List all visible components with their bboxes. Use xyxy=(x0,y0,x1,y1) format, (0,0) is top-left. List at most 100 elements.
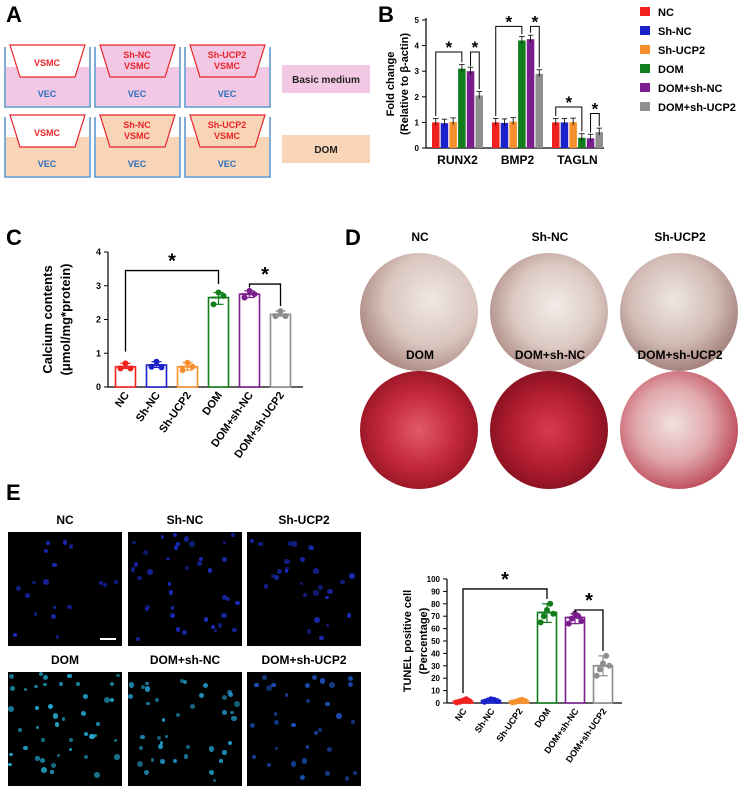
b-sig-bmp2-1 xyxy=(495,25,523,116)
micro-image-0 xyxy=(8,532,122,646)
row1-vec-label-0: VEC xyxy=(38,89,57,99)
e-point-5-0 xyxy=(593,672,600,679)
nucleus-dot xyxy=(189,541,196,547)
row2-insert-label-0: VSMC xyxy=(34,128,61,138)
nucleus-dot xyxy=(263,584,269,589)
b-bar-RUNX2-3 xyxy=(458,68,466,148)
c-point-5-0 xyxy=(272,313,279,320)
nucleus-dot xyxy=(25,592,31,598)
row2-well-1 xyxy=(94,117,181,178)
micro-label-4: DOM+sh-NC xyxy=(149,653,221,667)
e-point-3-3 xyxy=(547,600,554,607)
row2-vec-label-1: VEC xyxy=(128,159,147,169)
c-point-3-0 xyxy=(210,301,217,308)
b-y-label: Fold change xyxy=(385,52,397,117)
nucleus-dot xyxy=(284,569,289,573)
b-sig-runx2-2-star: * xyxy=(472,38,479,57)
c-sig-star-1: * xyxy=(261,264,269,286)
nucleus-dot xyxy=(43,548,49,554)
b-bar-BMP2-1 xyxy=(500,122,509,148)
nucleus-dot xyxy=(80,710,87,717)
nucleus-dot xyxy=(35,725,39,729)
e-y-label: TUNEL positive cell xyxy=(402,590,414,693)
nucleus-dot xyxy=(144,605,150,611)
nucleus-dot xyxy=(8,673,14,679)
nucleus-dot xyxy=(183,535,190,542)
nucleus-dot xyxy=(234,600,240,606)
c-sig-star-0: * xyxy=(168,251,176,273)
chart-c-calcium-contents: 0 1 2 3 4 Calcium contents (μmol/mg*protein) NC… xyxy=(40,247,303,461)
nucleus-dot xyxy=(210,624,215,629)
e-sig-bracket-0 xyxy=(462,588,548,694)
nucleus-dot xyxy=(172,532,178,538)
e-point-5-1 xyxy=(596,666,603,673)
nucleus-dot xyxy=(114,754,120,760)
b-bar-TAGLN-2 xyxy=(569,122,577,148)
e-point-3-1 xyxy=(540,613,547,620)
e-sig-bracket-1 xyxy=(574,609,604,651)
panel-letter-b: B xyxy=(378,2,394,27)
nucleus-dot xyxy=(311,675,318,681)
row1-insert-0 xyxy=(9,44,86,78)
nucleus-dot xyxy=(67,673,72,679)
nucleus-dot xyxy=(303,593,308,598)
nucleus-dot xyxy=(139,746,144,751)
e-y-tick-label: 100 xyxy=(427,575,441,584)
micro-image-5 xyxy=(247,672,361,786)
nucleus-dot xyxy=(172,758,178,764)
row1-vec-label-2: VEC xyxy=(218,89,237,99)
nucleus-dot xyxy=(231,532,236,537)
nucleus-dot xyxy=(52,605,56,609)
row1-insert-label-0: VSMC xyxy=(34,58,61,68)
nucleus-dot xyxy=(266,762,272,768)
panel-letter-e: E xyxy=(6,480,21,505)
b-bar-RUNX2-0 xyxy=(432,122,440,148)
well-label-1: Sh-NC xyxy=(531,230,569,244)
tunel-microscopy-grid: NC Sh-NC Sh-UCP2 DOM DOM+sh-NC DOM+sh-UCP2 xyxy=(0,510,375,788)
nucleus-dot xyxy=(38,672,43,677)
e-point-4-3 xyxy=(575,613,582,620)
b-sig-bmp2-1-star: * xyxy=(505,12,512,31)
e-bar-4 xyxy=(564,616,586,704)
nucleus-dot xyxy=(181,629,187,635)
nucleus-dot xyxy=(159,759,165,765)
scale-bar xyxy=(100,638,116,640)
b-bar-RUNX2-2 xyxy=(449,121,457,148)
c-bar-4 xyxy=(238,293,261,388)
nucleus-dot xyxy=(202,682,209,688)
nucleus-dot xyxy=(217,623,223,628)
nucleus-dot xyxy=(277,569,282,574)
b-sig-runx2-2 xyxy=(470,51,480,90)
nucleus-dot xyxy=(147,569,153,575)
c-point-4-0 xyxy=(241,294,248,301)
nucleus-dot xyxy=(146,701,150,706)
c-point-2-0 xyxy=(179,367,186,374)
chart-e-tunel: 0 10 20 30 40 50 60 70 80 90 100 TUNEL positive cel… xyxy=(402,569,622,764)
b-x-label-0: RUNX2 xyxy=(437,153,478,167)
e-sig-star-1: * xyxy=(585,590,593,612)
stained-well-2 xyxy=(620,253,738,371)
micro-label-5: DOM+sh-UCP2 xyxy=(261,653,347,667)
nucleus-dot xyxy=(43,579,49,586)
nucleus-dot xyxy=(82,693,89,700)
b-y-tick-label: 3 xyxy=(415,67,420,76)
nucleus-dot xyxy=(254,683,259,688)
row2-well-2 xyxy=(184,117,271,178)
nucleus-dot xyxy=(145,682,149,686)
nucleus-dot xyxy=(128,693,134,699)
nucleus-dot xyxy=(262,674,268,680)
nucleus-dot xyxy=(175,712,181,718)
nucleus-dot xyxy=(158,743,164,750)
c-y-tick-label: 1 xyxy=(96,348,101,358)
c-point-2-1 xyxy=(184,359,191,366)
c-sig-bracket-1 xyxy=(248,283,282,306)
nucleus-dot xyxy=(145,686,151,692)
nucleus-dot xyxy=(93,733,98,738)
nucleus-dot xyxy=(115,673,120,678)
nucleus-dot xyxy=(8,706,15,712)
nucleus-dot xyxy=(98,580,103,585)
alizarin-stained-wells: NC Sh-NC Sh-UCP2 DOM DOM+sh-NC DOM+sh-UCP2 xyxy=(345,220,750,489)
nucleus-dot xyxy=(42,675,48,681)
row2-well-0 xyxy=(4,117,91,178)
nucleus-dot xyxy=(352,770,358,776)
